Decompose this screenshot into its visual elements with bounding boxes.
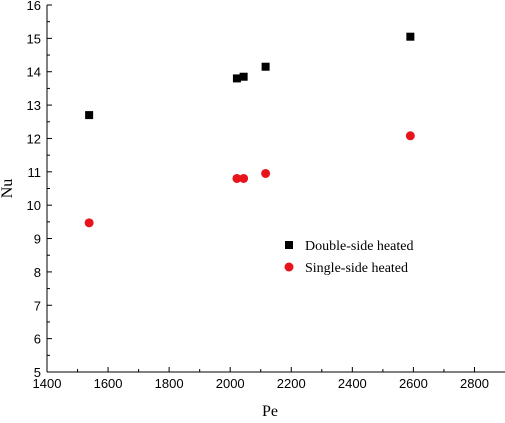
axes (46, 5, 505, 373)
x-tick-label: 1800 (155, 376, 184, 391)
y-tick-label: 14 (27, 65, 41, 80)
legend-marker (284, 262, 294, 272)
legend-entry: Single-side heated (305, 261, 408, 276)
y-tick-label: 5 (34, 365, 41, 380)
single-side-point (261, 168, 271, 178)
double-side-point (85, 111, 94, 120)
x-tick-label: 2200 (277, 376, 306, 391)
y-tick-label: 15 (27, 31, 41, 46)
single-side-point (232, 173, 242, 183)
y-tick-label: 12 (27, 131, 41, 146)
y-tick-label: 8 (34, 265, 41, 280)
x-axis-label: Pe (262, 403, 278, 420)
legend: Double-side heated Single-side heated (258, 232, 448, 278)
data-points (84, 32, 415, 228)
y-tick-label: 6 (34, 332, 41, 347)
x-tick-label: 2600 (399, 376, 428, 391)
double-side-point (261, 62, 270, 71)
double-side-point (232, 74, 241, 83)
y-axis-label: Nu (0, 179, 16, 199)
x-tick-label: 2000 (216, 376, 245, 391)
single-side-point (239, 173, 249, 183)
x-tick-label: 2400 (338, 376, 367, 391)
x-tick-label: 1400 (33, 376, 62, 391)
x-tick-label: 1600 (94, 376, 123, 391)
y-tick-label: 9 (34, 232, 41, 247)
legend-entry: Double-side heated (305, 239, 413, 254)
y-tick-label: 13 (27, 98, 41, 113)
y-tick-label: 11 (28, 165, 42, 180)
single-side-point (84, 218, 94, 228)
ticks: 1400 1600 1800 2000 2200 2400 2600 2800 5 6 7 8 9 10 1… (27, 0, 489, 391)
double-side-point (239, 72, 248, 81)
y-tick-label: 7 (34, 298, 41, 313)
legend-marker (285, 241, 293, 249)
x-tick-label: 2800 (460, 376, 489, 391)
single-side-point (405, 131, 415, 141)
y-tick-label: 16 (27, 0, 41, 13)
y-tick-label: 10 (27, 198, 41, 213)
double-side-point (406, 32, 415, 41)
